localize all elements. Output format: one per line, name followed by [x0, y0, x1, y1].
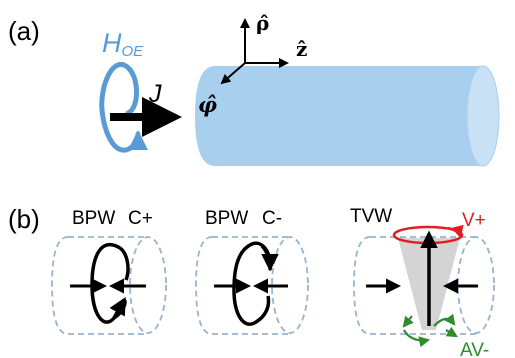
wall-chirality-label: C- — [262, 208, 282, 229]
wall-type-label: BPW — [205, 208, 248, 229]
panel-a-label: (a) — [8, 16, 40, 46]
vortex-label: V+ — [462, 210, 486, 231]
wire-outline — [195, 236, 309, 335]
panel-a: (a) HOE J ρ̂ ẑ φ̂ — [8, 11, 500, 167]
axis-rho-label: ρ̂ — [256, 11, 269, 35]
nanowire — [195, 65, 500, 167]
antivortex-flow — [402, 313, 458, 348]
field-label: HOE — [102, 28, 144, 60]
wall-tvw: TVW V+ AV- — [350, 206, 495, 358]
panel-b: (b) BPW C+ BPW C- — [8, 204, 495, 358]
panel-b-label: (b) — [8, 204, 40, 234]
wall-magnetization-loop — [232, 241, 272, 326]
wall-type-label: TVW — [350, 206, 392, 227]
axis-phi-label: φ̂ — [198, 92, 217, 117]
wall-bpw-c-minus: BPW C- — [195, 208, 309, 335]
oersted-field-loop — [99, 62, 148, 153]
wire-outline — [51, 236, 167, 335]
wall-chirality-label: C+ — [128, 208, 153, 229]
nanowire-end-cap — [466, 65, 500, 167]
coordinate-axes: ρ̂ ẑ φ̂ — [198, 11, 307, 117]
current-label: J — [148, 80, 162, 108]
axis-z-label: ẑ — [296, 37, 307, 61]
wall-type-label: BPW — [72, 208, 115, 229]
antivortex-label: AV- — [460, 340, 489, 358]
wall-bpw-c-plus: BPW C+ — [51, 208, 167, 335]
